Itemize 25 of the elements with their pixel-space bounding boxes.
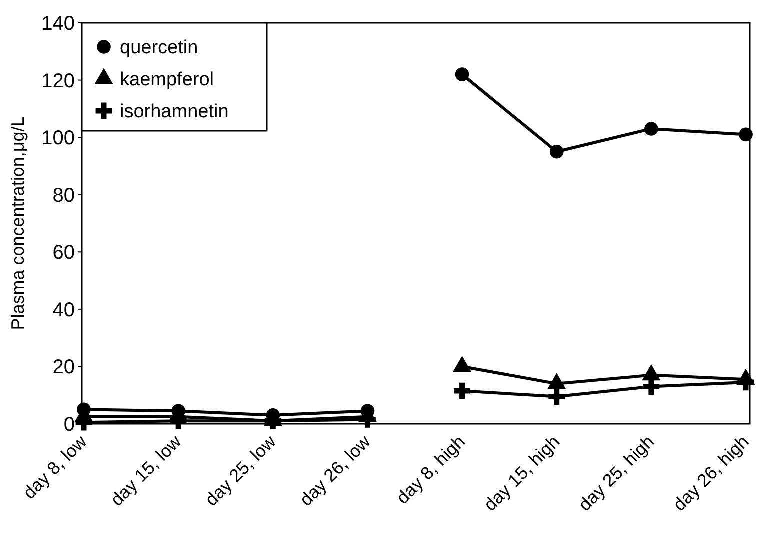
point [550, 144, 564, 159]
x-tick-label: day 25, high [574, 432, 658, 516]
y-tick-label: 60 [52, 242, 75, 264]
point [454, 382, 470, 400]
legend-label: isorhamnetin [120, 102, 229, 123]
point [739, 128, 753, 142]
x-tick-label: day 25, low [201, 430, 281, 510]
point [643, 378, 660, 395]
y-axis-title: Plasma concentration,μg/L [8, 116, 28, 330]
y-tick-label: 100 [42, 128, 75, 150]
x-tick-label: day 26, high [669, 432, 753, 516]
point [548, 388, 566, 406]
x-tick-label: day 15, low [106, 430, 186, 510]
x-tick-label: day 15, high [480, 432, 564, 516]
point [644, 122, 658, 136]
y-tick-label: 40 [52, 299, 75, 322]
x-tick-label: day 26, low [296, 430, 376, 510]
x-tick-label: day 8, high [392, 432, 470, 508]
legend-label: quercetin [120, 38, 198, 59]
point [455, 68, 470, 82]
y-tick-label: 120 [42, 70, 75, 92]
y-tick-label: 140 [42, 13, 75, 35]
y-tick-label: 20 [52, 356, 75, 379]
y-tick-label: 80 [52, 184, 75, 207]
legend-label: kaempferol [120, 70, 214, 91]
